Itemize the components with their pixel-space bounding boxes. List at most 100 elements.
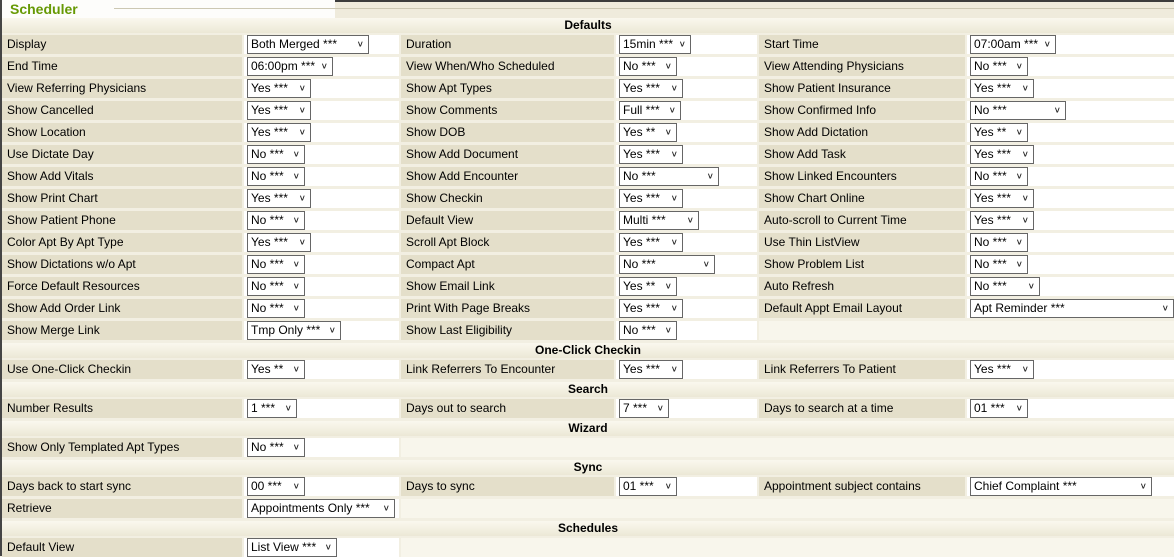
compact-apt-select[interactable]: No *** ∨ xyxy=(619,255,715,274)
chevron-down-icon: ∨ xyxy=(670,237,678,247)
selected-value: Yes *** xyxy=(974,191,1011,205)
days-out-to-search-label: Days out to search xyxy=(401,399,614,418)
link-referrers-to-encounter-select[interactable]: Yes *** ∨ xyxy=(619,360,683,379)
show-add-order-link-select[interactable]: No *** ∨ xyxy=(247,299,305,318)
selected-value: Yes ** xyxy=(623,125,656,139)
show-add-dictation-select[interactable]: Yes ** ∨ xyxy=(970,123,1028,142)
days-out-to-search-select[interactable]: 7 *** ∨ xyxy=(619,399,669,418)
show-confirmed-info-select[interactable]: No *** ∨ xyxy=(970,101,1066,120)
show-add-encounter-select[interactable]: No *** ∨ xyxy=(619,167,719,186)
show-checkin-select[interactable]: Yes *** ∨ xyxy=(619,189,683,208)
section-header-one-click-checkin: One-Click Checkin xyxy=(2,343,1174,358)
link-referrers-to-patient-select[interactable]: Yes *** ∨ xyxy=(970,360,1034,379)
use-one-click-checkin-select[interactable]: Yes ** ∨ xyxy=(247,360,305,379)
chevron-down-icon: ∨ xyxy=(678,39,686,49)
auto-scroll-to-current-time-field-cell: Yes *** ∨ xyxy=(967,211,1174,230)
chevron-down-icon: ∨ xyxy=(1021,83,1029,93)
show-add-dictation-label: Show Add Dictation xyxy=(759,123,965,142)
days-to-sync-select[interactable]: 01 *** ∨ xyxy=(619,477,677,496)
start-time-select[interactable]: 07:00am *** ∨ xyxy=(970,35,1056,54)
default-appt-email-layout-select[interactable]: Apt Reminder *** ∨ xyxy=(970,299,1174,318)
show-patient-insurance-select[interactable]: Yes *** ∨ xyxy=(970,79,1034,98)
show-last-eligibility-select[interactable]: No *** ∨ xyxy=(619,321,677,340)
chevron-down-icon: ∨ xyxy=(324,542,332,552)
selected-value: No *** xyxy=(251,257,284,271)
print-with-page-breaks-select[interactable]: Yes *** ∨ xyxy=(619,299,683,318)
settings-row: Show Location Yes *** ∨ Show DOB Yes ** ∨ Show… xyxy=(2,123,1174,142)
settings-row: Show Dictations w/o Apt No *** ∨ Compact Ap… xyxy=(2,255,1174,274)
duration-select[interactable]: 15min *** ∨ xyxy=(619,35,691,54)
selected-value: Both Merged *** xyxy=(251,37,338,51)
days-to-search-at-a-time-select[interactable]: 01 *** ∨ xyxy=(970,399,1028,418)
days-to-search-at-a-time-label: Days to search at a time xyxy=(759,399,965,418)
default-view-label: Default View xyxy=(2,538,242,557)
show-problem-list-label: Show Problem List xyxy=(759,255,965,274)
show-patient-phone-select[interactable]: No *** ∨ xyxy=(247,211,305,230)
default-view-label: Default View xyxy=(401,211,614,230)
selected-value: Yes ** xyxy=(251,362,284,376)
appointment-subject-contains-select[interactable]: Chief Complaint *** ∨ xyxy=(970,477,1152,496)
show-add-vitals-select[interactable]: No *** ∨ xyxy=(247,167,305,186)
days-out-to-search-field-cell: 7 *** ∨ xyxy=(616,399,757,418)
days-back-to-start-sync-select[interactable]: 00 *** ∨ xyxy=(247,477,305,496)
display-field-cell: Both Merged *** ∨ xyxy=(244,35,399,54)
view-referring-physicians-field-cell: Yes *** ∨ xyxy=(244,79,399,98)
end-time-select[interactable]: 06:00pm *** ∨ xyxy=(247,57,333,76)
selected-value: No *** xyxy=(623,59,656,73)
show-cancelled-field-cell: Yes *** ∨ xyxy=(244,101,399,120)
show-comments-select[interactable]: Full *** ∨ xyxy=(619,101,681,120)
selected-value: 07:00am *** xyxy=(974,37,1039,51)
display-select[interactable]: Both Merged *** ∨ xyxy=(247,35,369,54)
section-header-schedules: Schedules xyxy=(2,521,1174,536)
selected-value: Apt Reminder *** xyxy=(974,301,1065,315)
show-email-link-select[interactable]: Yes ** ∨ xyxy=(619,277,677,296)
default-view-select[interactable]: Multi *** ∨ xyxy=(619,211,699,230)
show-dictations-w-o-apt-select[interactable]: No *** ∨ xyxy=(247,255,305,274)
view-attending-physicians-select[interactable]: No *** ∨ xyxy=(970,57,1028,76)
show-dob-select[interactable]: Yes ** ∨ xyxy=(619,123,677,142)
show-add-document-field-cell: Yes *** ∨ xyxy=(616,145,757,164)
selected-value: Yes *** xyxy=(251,235,288,249)
show-only-templated-apt-types-select[interactable]: No *** ∨ xyxy=(247,438,305,457)
show-only-templated-apt-types-field-cell: No *** ∨ xyxy=(244,438,399,457)
use-thin-listview-select[interactable]: No *** ∨ xyxy=(970,233,1028,252)
default-view-select[interactable]: List View *** ∨ xyxy=(247,538,337,557)
show-cancelled-select[interactable]: Yes *** ∨ xyxy=(247,101,311,120)
show-problem-list-select[interactable]: No *** ∨ xyxy=(970,255,1028,274)
scroll-apt-block-select[interactable]: Yes *** ∨ xyxy=(619,233,683,252)
use-dictate-day-label: Use Dictate Day xyxy=(2,145,242,164)
show-location-select[interactable]: Yes *** ∨ xyxy=(247,123,311,142)
selected-value: Chief Complaint *** xyxy=(974,479,1077,493)
settings-row: Show Only Templated Apt Types No *** ∨ xyxy=(2,438,1174,457)
show-add-task-select[interactable]: Yes *** ∨ xyxy=(970,145,1034,164)
show-last-eligibility-label: Show Last Eligibility xyxy=(401,321,614,340)
chevron-down-icon: ∨ xyxy=(298,105,306,115)
chevron-down-icon: ∨ xyxy=(292,149,300,159)
show-patient-insurance-field-cell: Yes *** ∨ xyxy=(967,79,1174,98)
view-referring-physicians-select[interactable]: Yes *** ∨ xyxy=(247,79,311,98)
number-results-select[interactable]: 1 *** ∨ xyxy=(247,399,297,418)
retrieve-select[interactable]: Appointments Only *** ∨ xyxy=(247,499,395,518)
show-merge-link-select[interactable]: Tmp Only *** ∨ xyxy=(247,321,341,340)
view-when-who-scheduled-select[interactable]: No *** ∨ xyxy=(619,57,677,76)
title-bar: Scheduler xyxy=(2,0,1174,18)
show-print-chart-select[interactable]: Yes *** ∨ xyxy=(247,189,311,208)
show-add-document-select[interactable]: Yes *** ∨ xyxy=(619,145,683,164)
force-default-resources-select[interactable]: No *** ∨ xyxy=(247,277,305,296)
selected-value: Appointments Only *** xyxy=(251,501,370,515)
use-dictate-day-select[interactable]: No *** ∨ xyxy=(247,145,305,164)
show-apt-types-select[interactable]: Yes *** ∨ xyxy=(619,79,683,98)
show-chart-online-select[interactable]: Yes *** ∨ xyxy=(970,189,1034,208)
color-apt-by-apt-type-select[interactable]: Yes *** ∨ xyxy=(247,233,311,252)
force-default-resources-field-cell: No *** ∨ xyxy=(244,277,399,296)
end-time-label: End Time xyxy=(2,57,242,76)
show-add-task-label: Show Add Task xyxy=(759,145,965,164)
show-linked-encounters-select[interactable]: No *** ∨ xyxy=(970,167,1028,186)
selected-value: Yes *** xyxy=(974,147,1011,161)
end-time-field-cell: 06:00pm *** ∨ xyxy=(244,57,399,76)
auto-scroll-to-current-time-select[interactable]: Yes *** ∨ xyxy=(970,211,1034,230)
start-time-field-cell: 07:00am *** ∨ xyxy=(967,35,1174,54)
duration-label: Duration xyxy=(401,35,614,54)
display-label: Display xyxy=(2,35,242,54)
auto-refresh-select[interactable]: No *** ∨ xyxy=(970,277,1040,296)
